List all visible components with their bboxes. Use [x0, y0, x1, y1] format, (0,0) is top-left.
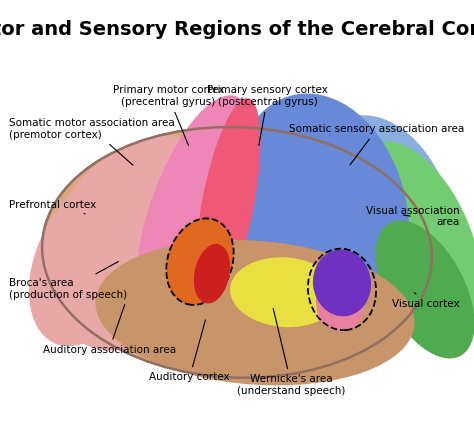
Ellipse shape — [44, 136, 237, 351]
Ellipse shape — [304, 115, 456, 324]
Ellipse shape — [29, 177, 151, 346]
Ellipse shape — [95, 240, 415, 385]
Text: Primary sensory cortex
(postcentral gyrus): Primary sensory cortex (postcentral gyru… — [207, 85, 328, 145]
Text: Motor and Sensory Regions of the Cerebral Cortex: Motor and Sensory Regions of the Cerebra… — [0, 20, 474, 39]
Text: Prefrontal cortex: Prefrontal cortex — [9, 200, 97, 214]
Ellipse shape — [42, 127, 432, 378]
Text: Somatic sensory association area: Somatic sensory association area — [289, 124, 465, 165]
Text: Wernicke's area
(understand speech): Wernicke's area (understand speech) — [237, 309, 346, 396]
Text: Visual association
area: Visual association area — [366, 206, 460, 227]
Ellipse shape — [316, 274, 364, 332]
Ellipse shape — [348, 141, 474, 345]
Ellipse shape — [196, 98, 261, 309]
Ellipse shape — [194, 244, 230, 304]
Ellipse shape — [137, 95, 254, 326]
Ellipse shape — [375, 221, 474, 358]
Ellipse shape — [313, 250, 371, 316]
Text: Primary motor cortex
(precentral gyrus): Primary motor cortex (precentral gyrus) — [113, 85, 224, 145]
Ellipse shape — [230, 257, 340, 327]
Ellipse shape — [231, 94, 409, 337]
Text: Auditory cortex: Auditory cortex — [149, 320, 230, 382]
Text: Broca's area
(production of speech): Broca's area (production of speech) — [9, 262, 128, 300]
Text: Visual cortex: Visual cortex — [392, 293, 460, 309]
Text: Somatic motor association area
(premotor cortex): Somatic motor association area (premotor… — [9, 118, 175, 165]
Ellipse shape — [166, 218, 234, 305]
Text: Auditory association area: Auditory association area — [43, 305, 176, 354]
